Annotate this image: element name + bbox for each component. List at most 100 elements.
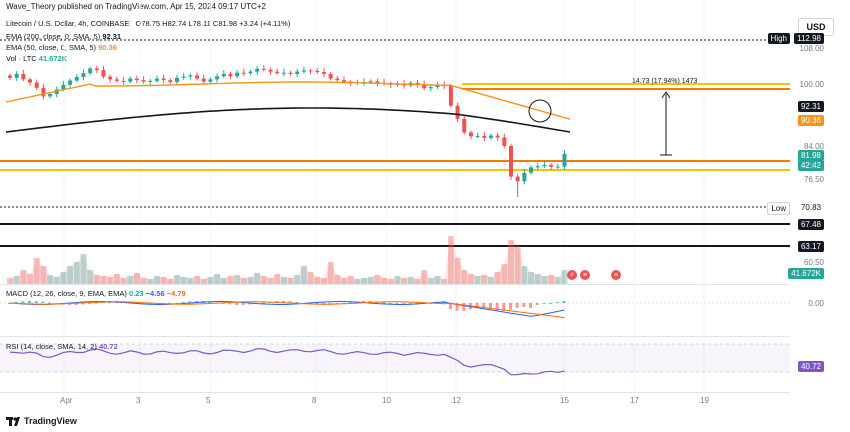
tradingview-brand[interactable]: TradingView <box>6 416 77 426</box>
high-label: High <box>767 33 790 44</box>
high-value: 112.98 <box>794 33 824 44</box>
candle-body <box>41 87 46 97</box>
volume-bar <box>367 277 374 284</box>
ema200-tag: 92.31 <box>797 101 824 112</box>
volume-bar <box>274 274 281 284</box>
candle-body <box>529 167 534 173</box>
candle-body <box>175 77 179 83</box>
volume-bar <box>334 275 341 284</box>
candle-body <box>428 87 433 89</box>
volume-bar <box>341 278 347 284</box>
volume-bar <box>93 275 100 284</box>
x-tick-apr: Apr <box>60 396 73 405</box>
macd-histogram-bar <box>502 303 506 311</box>
ema-lines <box>5 81 571 133</box>
volume-bar <box>7 278 13 284</box>
volume-bar <box>147 279 154 284</box>
tradingview-logo-icon <box>6 416 20 426</box>
candle-body <box>101 70 106 77</box>
volume-bar <box>73 262 80 284</box>
candle-body <box>321 71 326 74</box>
x-tick-8: 8 <box>312 396 317 405</box>
macd-histogram-bar <box>562 301 566 303</box>
candle-body <box>515 176 520 182</box>
candle-body <box>154 78 159 81</box>
macd-histogram-bar <box>535 303 539 305</box>
macd-histogram-bar <box>281 301 285 303</box>
volume-bar <box>300 266 307 284</box>
legend-rsi[interactable]: RSI (14, close, SMA, 14, 2) 40.72 <box>6 342 118 351</box>
macd-histogram-bar <box>549 303 553 304</box>
rsi-label: RSI (14, close, SMA, 14, 2) <box>6 342 97 351</box>
horizontal-levels <box>0 39 790 247</box>
us-flag-icon-2[interactable]: ≡ <box>611 270 621 280</box>
pane-separator-rsi[interactable] <box>0 336 790 337</box>
candle-body <box>208 79 213 82</box>
macd-label: MACD (12, 26, close, 9, EMA, EMA) <box>6 289 127 298</box>
candle-body <box>482 135 487 138</box>
macd-zero-tick: 0.00 <box>808 299 824 308</box>
volume-bar <box>280 277 287 284</box>
macd-histogram-bar <box>195 301 199 303</box>
candle-body <box>468 132 473 137</box>
x-tick-15: 15 <box>560 396 569 405</box>
volume-bar <box>60 272 67 284</box>
volume-bar <box>494 272 501 284</box>
us-flag-icon[interactable]: ≡ <box>580 270 590 280</box>
crossover-circle <box>528 99 552 123</box>
candle-body <box>134 78 139 81</box>
candle-body <box>555 166 560 168</box>
bar-countdown-tag: 42:42 <box>797 160 824 171</box>
volume-bar <box>167 279 174 284</box>
candle-body <box>301 70 306 72</box>
volume-bar <box>508 240 514 284</box>
pane-separator-macd[interactable] <box>0 284 790 285</box>
volume-bar <box>220 278 227 284</box>
candle-body <box>549 164 554 167</box>
candle-body <box>435 85 440 88</box>
volume-bar <box>454 258 461 284</box>
macd-histogram-bar <box>8 303 11 304</box>
macd-histogram-bar <box>288 301 292 303</box>
macd-signal-line <box>9 301 565 319</box>
ema200-value: 92.31 <box>102 32 122 41</box>
candle-body <box>562 153 567 167</box>
event-icons: ⚡ ≡ ≡ <box>567 270 621 280</box>
currency-selector[interactable]: USD <box>798 18 834 36</box>
x-tick-17: 17 <box>630 396 639 405</box>
volume-bar <box>487 277 494 284</box>
macd-histogram-bar <box>74 303 78 305</box>
macd-histogram-bar <box>522 303 526 308</box>
volume-bar <box>27 274 34 284</box>
legend-volume[interactable]: Vol · LTC 41.672K <box>6 54 67 63</box>
candle-body <box>48 94 53 97</box>
candle-body <box>462 118 467 133</box>
tick-108: 108.00 <box>799 44 824 53</box>
macd-histogram-bar <box>495 303 499 311</box>
volume-bar <box>140 278 147 284</box>
macd-histogram-bar <box>382 302 386 304</box>
candle-body <box>148 80 153 82</box>
volume-bar <box>387 279 394 284</box>
candle-body <box>74 77 79 81</box>
publisher-caption: Wave_Theory published on TradingView.com… <box>6 2 266 11</box>
volume-bar <box>414 279 421 284</box>
lightning-icon[interactable]: ⚡ <box>567 270 577 280</box>
volume-bar <box>521 266 528 284</box>
volume-bar <box>100 276 107 284</box>
candle-body <box>88 68 93 74</box>
volume-bar <box>247 277 254 284</box>
macd-histogram-bar <box>41 301 45 303</box>
volume-bar <box>113 274 120 284</box>
rsi-pane <box>0 343 790 376</box>
legend-macd[interactable]: MACD (12, 26, close, 9, EMA, EMA) 0.23 −… <box>6 289 186 298</box>
legend-ema200[interactable]: EMA (200, close, 0, SMA, 5) 92.31 <box>6 32 121 41</box>
candle-body <box>228 73 233 77</box>
symbol-title[interactable]: Litecoin / U.S. Dollar, 4h, COINBASE <box>6 19 130 28</box>
volume-bar <box>534 274 541 284</box>
candle-body <box>335 78 340 81</box>
volume-value: 41.672K <box>38 54 68 63</box>
annotations: 14.73 (17.94%) 1473 <box>528 78 697 156</box>
legend-ema50[interactable]: EMA (50, close, 0, SMA, 5) 90.36 <box>6 43 117 52</box>
